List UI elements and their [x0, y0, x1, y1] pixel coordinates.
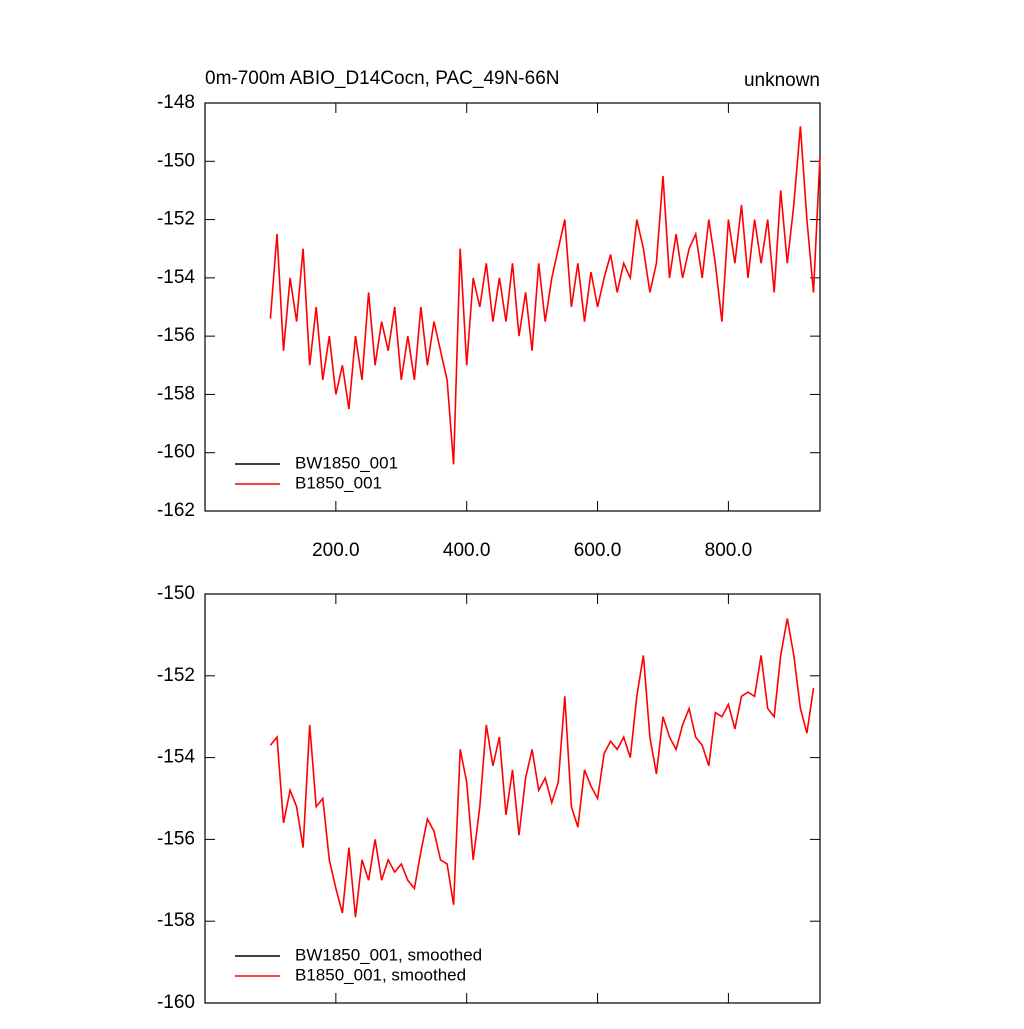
y-tick-label: -160: [157, 442, 195, 463]
legend-label: B1850_001, smoothed: [295, 965, 466, 984]
legend-label: B1850_001: [295, 473, 382, 492]
data-line: [269, 618, 815, 918]
y-tick-label: -160: [157, 992, 195, 1013]
y-tick-label: -150: [157, 583, 195, 604]
plot-frame: [204, 593, 821, 1004]
x-tick-label: 600.0: [574, 540, 622, 561]
y-tick-label: -162: [157, 500, 195, 521]
x-tick-label: 800.0: [705, 540, 753, 561]
y-tick-label: -154: [157, 747, 195, 768]
y-tick-label: -156: [157, 325, 195, 346]
plot-frame: [204, 102, 821, 512]
chart-subtitle: unknown: [744, 70, 820, 91]
y-tick-label: -150: [157, 150, 195, 171]
legend-label: BW1850_001, smoothed: [295, 945, 482, 964]
y-tick-label: -152: [157, 665, 195, 686]
y-tick-label: -158: [157, 383, 195, 404]
chart-title: 0m-700m ABIO_D14Cocn, PAC_49N-66N: [205, 68, 559, 89]
x-tick-label: 400.0: [443, 540, 491, 561]
x-tick-label: 200.0: [312, 540, 360, 561]
y-tick-label: -158: [157, 910, 195, 931]
legend-label: BW1850_001: [295, 453, 398, 472]
y-tick-label: -154: [157, 267, 195, 288]
data-line: [269, 126, 821, 465]
y-tick-label: -148: [157, 92, 195, 113]
y-tick-label: -152: [157, 209, 195, 230]
y-tick-label: -156: [157, 828, 195, 849]
